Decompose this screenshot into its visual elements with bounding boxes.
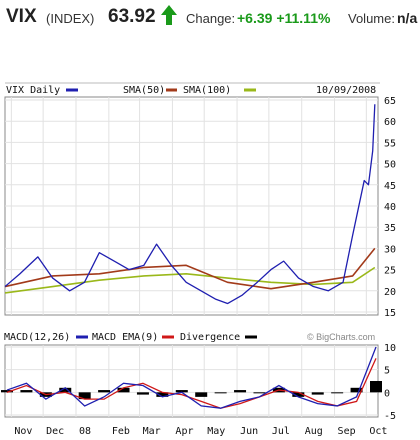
divergence-bar	[175, 390, 188, 393]
divergence-bar	[78, 392, 91, 400]
price-y-tick: 25	[384, 266, 396, 277]
divergence-bar	[331, 392, 344, 394]
price-y-tick: 15	[384, 308, 396, 319]
change-value: +6.39 +11.11%	[237, 10, 331, 26]
divergence-bar	[156, 392, 169, 397]
x-tick-label: 08	[79, 426, 91, 437]
ticker-symbol: VIX	[6, 6, 37, 27]
divergence-bar	[370, 381, 382, 393]
price-y-tick: 40	[384, 202, 396, 213]
macd-y-tick: 0	[384, 388, 390, 399]
legend-price-label: VIX Daily	[6, 85, 60, 96]
watermark: © BigCharts.com	[307, 332, 375, 342]
divergence-bar	[136, 392, 149, 395]
legend-macd-label: MACD(12,26)	[4, 332, 70, 343]
divergence-bar	[1, 390, 13, 393]
price-y-tick: 35	[384, 223, 396, 234]
price-y-tick: 55	[384, 138, 396, 149]
vix-daily-line	[4, 104, 376, 305]
macd-panel-frame	[4, 344, 379, 418]
x-tick-label: Jul	[272, 426, 290, 437]
x-tick-label: Nov	[14, 426, 32, 437]
x-tick-label: Sep	[338, 426, 356, 437]
sma50-line	[4, 247, 376, 290]
macd-line	[6, 346, 377, 409]
legend-sma50-label: SMA(50)	[123, 85, 165, 96]
x-tick-label: May	[207, 426, 225, 437]
price-y-tick: 65	[384, 96, 396, 107]
divergence-bar	[253, 392, 266, 394]
divergence-bar	[98, 390, 111, 393]
divergence-bar	[214, 392, 227, 394]
x-tick-label: Apr	[175, 426, 193, 437]
price-y-tick: 30	[384, 244, 396, 255]
legend-divergence-label: Divergence	[180, 332, 240, 343]
macd-y-tick: 10	[384, 343, 396, 354]
instrument-type: (INDEX)	[46, 11, 95, 26]
x-tick-label: Dec	[46, 426, 64, 437]
sma100-line	[4, 266, 376, 294]
x-tick-label: Oct	[369, 426, 387, 437]
volume-value: n/a	[397, 10, 418, 26]
legend-ema-label: MACD EMA(9)	[92, 332, 158, 343]
macd-y-tick: -5	[384, 411, 396, 422]
price-y-tick: 45	[384, 181, 396, 192]
price-y-tick: 60	[384, 117, 396, 128]
chart-date: 10/09/2008	[316, 85, 376, 96]
change-label: Change:	[186, 11, 236, 26]
macd-y-tick: 5	[384, 366, 390, 377]
divergence-bar	[292, 392, 305, 397]
price-y-tick: 20	[384, 287, 396, 298]
price-y-tick: 50	[384, 160, 396, 171]
x-tick-label: Mar	[143, 426, 161, 437]
x-tick-label: Aug	[305, 426, 323, 437]
x-tick-label: Jun	[240, 426, 258, 437]
quote-header: VIX (INDEX) 63.92 Change: +6.39 +11.11% …	[0, 0, 420, 40]
last-price: 63.92	[108, 6, 156, 27]
volume-label: Volume:	[348, 11, 395, 26]
divergence-bar	[20, 390, 33, 393]
divergence-bar	[195, 392, 208, 397]
legend-sma100-label: SMA(100)	[183, 85, 231, 96]
macd-ema-line	[6, 358, 377, 409]
divergence-bar	[311, 392, 324, 395]
x-tick-label: Feb	[112, 426, 130, 437]
up-arrow-icon	[161, 5, 177, 25]
divergence-bar	[59, 387, 72, 393]
divergence-bar	[234, 390, 247, 393]
divergence-bar	[350, 387, 363, 393]
divergence-bar	[117, 387, 130, 393]
